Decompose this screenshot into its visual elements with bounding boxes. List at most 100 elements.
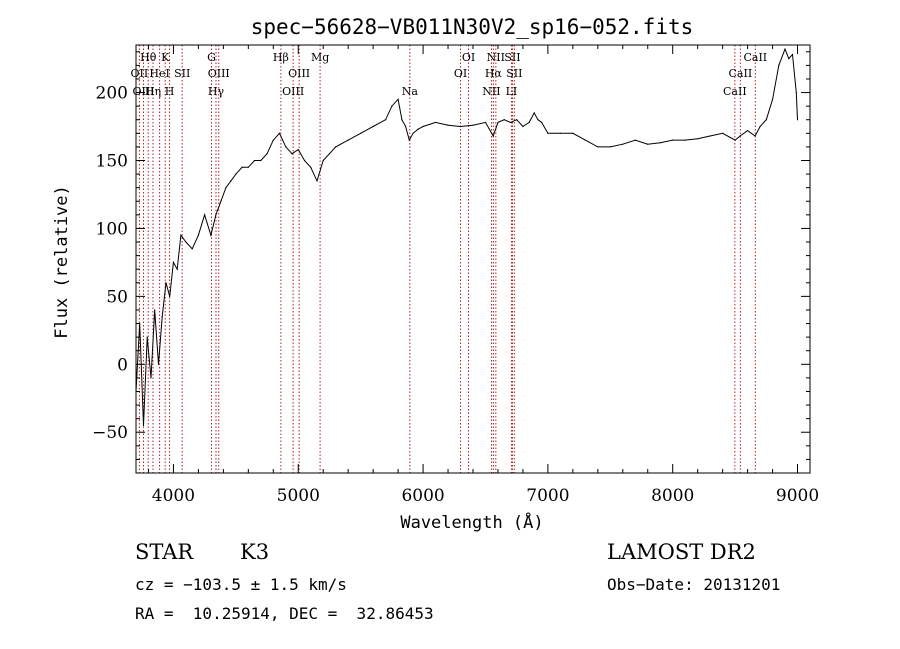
data-point — [559, 132, 561, 134]
data-point — [722, 132, 724, 134]
data-point — [497, 121, 499, 124]
data-point — [597, 146, 599, 148]
x-axis: 4000 5000 6000 7000 8000 9000 — [147, 45, 819, 506]
data-point — [154, 309, 156, 311]
coordinates-text: RA = 10.25914, DEC = 32.86453 — [135, 604, 434, 623]
spectral-line-label: OIII — [132, 85, 154, 98]
spectral-line-label: Mg — [311, 51, 329, 64]
data-point — [180, 234, 182, 236]
data-point — [684, 139, 686, 141]
data-point — [372, 125, 374, 128]
data-point — [622, 143, 624, 145]
data-point — [146, 336, 148, 338]
data-point — [746, 130, 749, 132]
data-point — [541, 121, 543, 124]
y-tick-label: 200 — [96, 84, 128, 104]
y-tick-label: 150 — [96, 151, 128, 171]
data-point — [316, 180, 318, 182]
data-point — [522, 125, 524, 128]
data-point — [634, 139, 636, 141]
data-point — [447, 124, 449, 126]
data-point — [401, 119, 403, 121]
data-point — [335, 146, 337, 148]
data-point — [739, 135, 741, 137]
data-point — [391, 105, 393, 107]
data-point — [215, 214, 217, 216]
data-point — [191, 248, 193, 250]
survey-name: LAMOST DR2 — [607, 540, 756, 564]
data-point — [285, 146, 287, 148]
object-subclass: K3 — [240, 540, 270, 564]
data-point — [297, 149, 299, 151]
data-point — [572, 132, 574, 134]
data-point — [547, 132, 549, 134]
plot-frame — [135, 44, 811, 474]
spectral-line-label: NII — [487, 51, 505, 64]
data-point — [503, 119, 505, 121]
data-point — [795, 91, 797, 94]
data-point — [253, 159, 256, 162]
obs-date-text: Obs−Date: 20131201 — [607, 575, 781, 594]
x-axis-label: Wavelength (Å) — [400, 511, 543, 533]
y-tick-label: −50 — [92, 423, 128, 443]
spectral-line-label: G — [207, 51, 216, 64]
spectral-line-label: CaII — [729, 67, 753, 80]
spectral-line-label: OIII — [208, 67, 230, 80]
data-point — [709, 135, 711, 137]
spectral-line-label: OIII — [288, 67, 310, 80]
x-tick-label: 7000 — [526, 486, 569, 506]
spectral-line-label: SII — [174, 67, 190, 80]
data-point — [197, 234, 200, 236]
spectrum-line — [135, 47, 798, 426]
data-point — [434, 121, 437, 124]
data-point — [172, 261, 175, 263]
data-point — [771, 98, 774, 100]
x-tick-label: 5000 — [277, 486, 320, 506]
y-axis: −50 0 50 100 150 200 — [92, 51, 810, 474]
data-point — [176, 268, 178, 270]
spectral-line-label: Hγ — [208, 85, 225, 98]
data-point — [185, 241, 187, 243]
spectral-line-label: Hη — [145, 85, 161, 98]
spectral-lines-layer — [138, 45, 756, 473]
x-tick-label: 8000 — [651, 486, 694, 506]
data-point — [492, 135, 494, 137]
data-point — [734, 139, 736, 141]
data-point — [169, 295, 171, 297]
data-point — [537, 119, 539, 121]
x-tick-label: 4000 — [152, 486, 195, 506]
spectral-line-label: Na — [402, 85, 419, 98]
spectral-line-label: SII — [504, 51, 520, 64]
data-point — [397, 98, 399, 100]
data-point — [472, 124, 474, 126]
data-point — [204, 214, 206, 216]
spectral-line-label: SII — [506, 67, 522, 80]
data-point — [260, 159, 262, 162]
data-point — [788, 57, 790, 60]
data-point — [291, 153, 293, 155]
data-point — [516, 119, 518, 121]
data-point — [278, 132, 281, 134]
data-point — [303, 159, 306, 162]
data-point — [412, 132, 414, 134]
data-point — [484, 121, 487, 124]
spectral-line-label: CaII — [743, 51, 767, 64]
data-point — [533, 112, 535, 114]
data-point — [405, 125, 407, 128]
data-point — [235, 173, 237, 175]
spectral-line-label: OII — [131, 67, 149, 80]
data-point — [509, 121, 512, 124]
spectral-line-label: Hα — [485, 67, 503, 80]
spectral-line-label: OI — [462, 51, 475, 64]
x-tick-label: 9000 — [776, 486, 819, 506]
data-point — [697, 138, 699, 140]
data-point — [584, 139, 586, 141]
spectral-line-label: K — [161, 51, 170, 64]
spectral-line-label: Hβ — [273, 51, 289, 64]
data-point — [765, 119, 767, 121]
chart-title: spec−56628−VB011N30V2_sp16−052.fits — [251, 15, 694, 39]
spectral-line-label: CaII — [723, 85, 747, 98]
spectral-line-label: LI — [506, 85, 518, 98]
spectral-line-labels: HθOIIOIIIHηHeIKHSIIGOIIIHγHβOIIIOIIIMgNa… — [131, 51, 768, 98]
